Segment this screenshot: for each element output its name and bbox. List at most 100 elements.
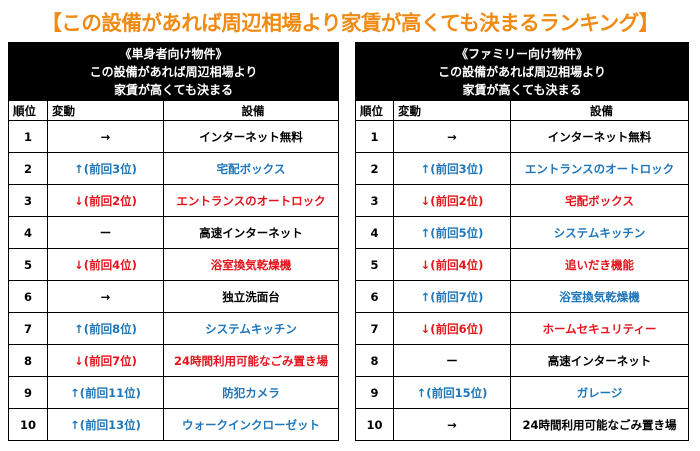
header-line: 《ファミリー向け物件》 [456,46,589,61]
change-cell: ↓(前回7位) [47,344,164,377]
column-header-row: 順位 変動 設備 [355,100,690,121]
table-body: 1 → インターネット無料 2 ↑(前回3位) 宅配ボックス 3 ↓(前回2位) エントランスの… [8,120,340,441]
rank-cell: 8 [8,344,48,377]
equipment-cell: 防犯カメラ [162,376,340,409]
table-row: 6 → 独立洗面台 [8,280,340,313]
table-row: 5 ↓(前回4位) 追いだき機能 [355,248,690,281]
change-cell: ↓(前回6位) [393,312,511,345]
rank-cell: 8 [355,344,394,377]
equipment-cell: 24時間利用可能なごみ置き場 [162,344,340,377]
table-row: 1 → インターネット無料 [355,120,690,153]
table-body: 1 → インターネット無料 2 ↑(前回3位) エントランスのオートロック 3 ↓(前回2位)… [355,120,690,441]
equipment-cell: 浴室換気乾燥機 [509,280,690,313]
rank-cell: 5 [355,248,394,281]
table-row: 2 ↑(前回3位) エントランスのオートロック [355,152,690,185]
rank-cell: 9 [355,376,394,409]
table-header: 《単身者向け物件》 この設備があれば周辺相場より 家賃が高くても決まる [7,42,340,101]
header-line: 《単身者向け物件》 [119,46,228,61]
table-header-row: 《単身者向け物件》 この設備があれば周辺相場より 家賃が高くても決まる [7,42,340,101]
column-header: 順位 [8,100,48,121]
table-row: 6 ↑(前回7位) 浴室換気乾燥機 [355,280,690,313]
rank-cell: 3 [355,184,394,217]
change-cell: ↑(前回5位) [393,216,511,249]
change-cell: ↓(前回4位) [393,248,511,281]
rank-cell: 3 [8,184,48,217]
rank-cell: 2 [8,152,48,185]
equipment-cell: 24時間利用可能なごみ置き場 [509,408,690,441]
equipment-cell: 高速インターネット [509,344,690,377]
rank-cell: 5 [8,248,48,281]
equipment-cell: ウォークインクローゼット [162,408,340,441]
change-cell: ↑(前回11位) [47,376,164,409]
equipment-cell: エントランスのオートロック [509,152,690,185]
change-cell: ー [393,344,511,377]
equipment-cell: システムキッチン [509,216,690,249]
rank-cell: 1 [8,120,48,153]
column-header: 変動 [47,100,164,121]
column-header: 順位 [355,100,394,121]
ranking-table: 《単身者向け物件》 この設備があれば周辺相場より 家賃が高くても決まる 順位 変動 設備 1… [7,42,340,441]
rank-cell: 4 [8,216,48,249]
table-header: 《ファミリー向け物件》この設備があれば周辺相場より 家賃が高くても決まる [354,42,690,101]
change-cell: ↑(前回3位) [393,152,511,185]
equipment-cell: 追いだき機能 [509,248,690,281]
table-row: 8 ー高速インターネット [355,344,690,377]
column-header: 設備 [509,100,690,121]
rank-cell: 2 [355,152,394,185]
rank-cell: 6 [8,280,48,313]
header-line: 家賃が高くても決まる [113,82,234,97]
equipment-cell: システムキッチン [162,312,340,345]
equipment-cell: ホームセキュリティー [509,312,690,345]
equipment-cell: 浴室換気乾燥機 [162,248,340,281]
table-row: 9 ↑(前回15位) ガレージ [355,376,690,409]
change-cell: ↓(前回4位) [47,248,164,281]
rank-cell: 9 [8,376,48,409]
table-row: 8 ↓(前回7位) 24時間利用可能なごみ置き場 [8,344,340,377]
rank-cell: 10 [8,408,48,441]
rank-cell: 6 [355,280,394,313]
column-header: 変動 [393,100,511,121]
equipment-cell: エントランスのオートロック [162,184,340,217]
change-cell: ↑(前回8位) [47,312,164,345]
change-cell: → [47,280,164,313]
rank-cell: 10 [355,408,394,441]
equipment-cell: 高速インターネット [162,216,340,249]
header-line: この設備があれば周辺相場より [438,64,606,79]
equipment-cell: 独立洗面台 [162,280,340,313]
change-cell: → [393,120,511,153]
change-cell: → [393,408,511,441]
rank-cell: 4 [355,216,394,249]
equipment-cell: インターネット無料 [509,120,690,153]
page-title: 【この設備があれば周辺相場より家賃が高くても決まるランキング】 [41,11,659,35]
equipment-cell: インターネット無料 [162,120,340,153]
equipment-cell: 宅配ボックス [162,152,340,185]
header-line: 家賃が高くても決まる [462,82,582,97]
change-cell: ↓(前回2位) [47,184,164,217]
table-row: 1 → インターネット無料 [8,120,340,153]
equipment-cell: 宅配ボックス [509,184,690,217]
table-row: 10 → 24時間利用可能なごみ置き場 [355,408,690,441]
table-row: 4 ー高速インターネット [8,216,340,249]
change-cell: → [47,120,164,153]
column-header-row: 順位 変動 設備 [8,100,340,121]
table-row: 9 ↑(前回11位) 防犯カメラ [8,376,340,409]
column-header: 設備 [162,100,340,121]
rank-cell: 7 [355,312,394,345]
change-cell: ↑(前回13位) [47,408,164,441]
change-cell: ↑(前回15位) [393,376,511,409]
ranking-table: 《ファミリー向け物件》この設備があれば周辺相場より 家賃が高くても決まる順位 変動設… [354,42,690,441]
table-row: 4 ↑(前回5位) システムキッチン [355,216,690,249]
table-row: 10 ↑(前回13位) ウォークインクローゼット [8,408,340,441]
change-cell: ー [47,216,164,249]
table-header-row: 《ファミリー向け物件》この設備があれば周辺相場より 家賃が高くても決まる [354,42,690,101]
equipment-cell: ガレージ [509,376,690,409]
table-row: 7 ↓(前回6位) ホームセキュリティー [355,312,690,345]
table-row: 7 ↑(前回8位) システムキッチン [8,312,340,345]
change-cell: ↑(前回7位) [393,280,511,313]
change-cell: ↑(前回3位) [47,152,164,185]
table-row: 3 ↓(前回2位) 宅配ボックス [355,184,690,217]
rank-cell: 7 [8,312,48,345]
table-row: 5 ↓(前回4位) 浴室換気乾燥機 [8,248,340,281]
rank-cell: 1 [355,120,394,153]
